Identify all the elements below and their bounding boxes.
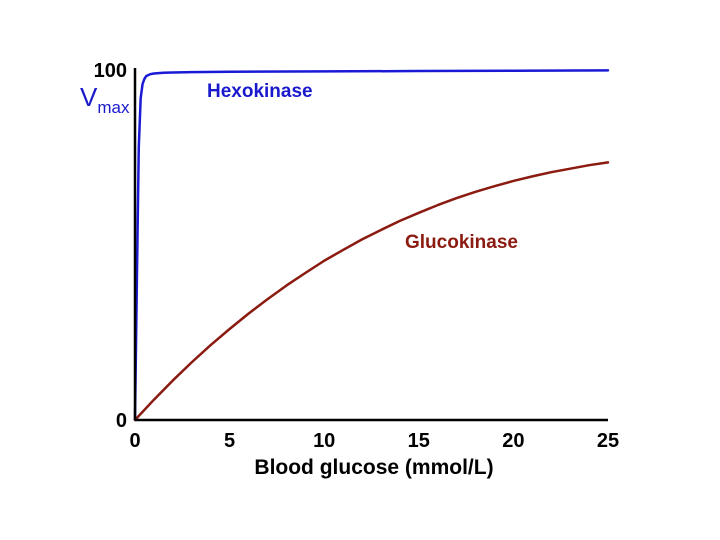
x-tick-label: 20 xyxy=(502,430,524,452)
x-tick-label: 5 xyxy=(224,430,235,452)
x-tick-label: 25 xyxy=(597,430,619,452)
y-axis-title-sub: max xyxy=(97,98,130,117)
series-line-hexokinase xyxy=(133,69,610,422)
x-tick-labels: 0 5 10 15 20 25 xyxy=(129,430,619,452)
y-axis-title: Vmax xyxy=(80,82,130,117)
x-tick-label: 10 xyxy=(313,430,335,452)
y-tick-label: 0 xyxy=(116,410,127,432)
plot-area xyxy=(133,69,610,422)
y-axis-title-main: V xyxy=(80,82,98,112)
x-tick-label: 15 xyxy=(408,430,430,452)
series-label-glucokinase: Glucokinase xyxy=(405,232,518,253)
series-label-hexokinase: Hexokinase xyxy=(207,81,313,102)
series-line-glucokinase xyxy=(133,161,610,422)
x-axis-title: Blood glucose (mmol/L) xyxy=(254,456,493,479)
y-tick-labels: 0 100 xyxy=(94,60,127,432)
x-tick-label: 0 xyxy=(129,430,140,452)
y-tick-label: 100 xyxy=(94,60,127,82)
